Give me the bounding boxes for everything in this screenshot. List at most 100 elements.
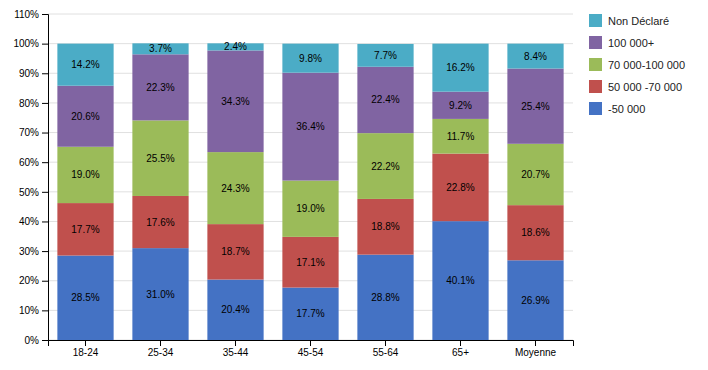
tick: 90% xyxy=(19,68,48,79)
tick-mark xyxy=(42,73,48,74)
bar-segment xyxy=(57,44,113,86)
data-label: 20.7% xyxy=(521,169,549,180)
tick-label: 90% xyxy=(19,68,39,79)
tick-mark xyxy=(310,340,311,346)
bar-segment xyxy=(282,44,338,73)
bar-segment xyxy=(207,224,263,279)
data-label: 8.4% xyxy=(524,51,547,62)
tick-label: 65+ xyxy=(452,347,469,358)
data-label: 25.4% xyxy=(521,101,549,112)
tick-mark xyxy=(42,251,48,252)
tick-label: 110% xyxy=(14,9,39,20)
bar-segment xyxy=(57,86,113,147)
tick-mark xyxy=(42,192,48,193)
bar-segment xyxy=(432,119,488,154)
legend-swatch xyxy=(589,14,602,27)
data-label: 17.7% xyxy=(71,224,99,235)
legend-item: 70 000-100 000 xyxy=(589,58,685,71)
legend: Non Déclaré100 000+70 000-100 00050 000 … xyxy=(589,14,685,115)
bar-segment xyxy=(507,69,563,144)
tick-label: 0% xyxy=(25,335,40,346)
axis-line xyxy=(42,15,49,341)
data-label: 11.7% xyxy=(447,131,475,142)
tick: 30% xyxy=(19,246,48,257)
data-label: 34.3% xyxy=(221,96,249,107)
tick: 80% xyxy=(19,98,48,109)
tick-label: 10% xyxy=(19,305,39,316)
tick-label: 60% xyxy=(19,157,39,168)
bar-segment xyxy=(207,280,263,340)
tick-mark xyxy=(42,162,48,163)
tick: 45-54 xyxy=(298,340,324,358)
tick-mark xyxy=(42,340,48,341)
bar-segment xyxy=(282,237,338,288)
tick: 0% xyxy=(25,335,48,346)
bar-segment xyxy=(57,147,113,203)
tick: Moyenne xyxy=(515,340,557,358)
tick-mark xyxy=(160,340,161,346)
data-label: 25.5% xyxy=(146,153,174,164)
tick: 70% xyxy=(19,127,48,138)
tick: 35-44 xyxy=(223,340,249,358)
legend-swatch xyxy=(589,80,602,93)
tick-label: 25-34 xyxy=(148,347,174,358)
bar-segment xyxy=(357,255,413,340)
legend-item: Non Déclaré xyxy=(589,14,669,27)
bar-segment xyxy=(132,43,188,54)
tick-mark xyxy=(42,221,48,222)
tick: 50% xyxy=(19,187,48,198)
bar-segment xyxy=(432,154,488,222)
bar-segment xyxy=(507,205,563,260)
series-group xyxy=(57,43,563,91)
tick-label: 18-24 xyxy=(73,347,99,358)
bar-segment xyxy=(432,44,488,92)
legend-swatch xyxy=(589,102,602,115)
data-label: 19.0% xyxy=(296,203,324,214)
tick-label: 70% xyxy=(19,127,39,138)
data-label: 28.5% xyxy=(71,292,99,303)
tick: 18-24 xyxy=(73,340,99,358)
tick: 55-64 xyxy=(373,340,399,358)
data-label: 26.9% xyxy=(521,295,549,306)
data-labels: 28.5%31.0%20.4%17.7%28.8%40.1%26.9%17.7%… xyxy=(71,41,549,319)
bar-segment xyxy=(282,288,338,340)
data-label: 28.8% xyxy=(371,292,399,303)
tick-label: 30% xyxy=(19,246,39,257)
bar-segment xyxy=(507,144,563,205)
data-label: 18.8% xyxy=(371,221,399,232)
data-label: 22.3% xyxy=(146,82,174,93)
legend-label: 50 000 -70 000 xyxy=(608,81,682,93)
bar-segment xyxy=(132,196,188,248)
tick: 10% xyxy=(19,305,48,316)
tick: 60% xyxy=(19,157,48,168)
bar-segment xyxy=(132,120,188,196)
data-label: 14.2% xyxy=(71,59,99,70)
data-label: 16.2% xyxy=(446,62,474,73)
grid xyxy=(48,14,573,340)
tick-mark xyxy=(85,340,86,346)
tick-label: 20% xyxy=(19,275,39,286)
legend-swatch xyxy=(589,58,602,71)
tick-label: 55-64 xyxy=(373,347,399,358)
data-label: 31.0% xyxy=(146,289,174,300)
bar-segment xyxy=(507,260,563,340)
data-label: 18.7% xyxy=(221,246,249,257)
bar-segment xyxy=(357,44,413,67)
tick-mark xyxy=(460,340,461,346)
tick: 100% xyxy=(13,38,48,49)
axis-line xyxy=(49,341,574,347)
bar-segment xyxy=(57,203,113,255)
tick-mark xyxy=(42,14,48,15)
tick-mark xyxy=(535,340,536,346)
bar-segment xyxy=(357,67,413,133)
tick: 20% xyxy=(19,275,48,286)
tick-label: 45-54 xyxy=(298,347,324,358)
legend-item: 50 000 -70 000 xyxy=(589,80,682,93)
bar-segment xyxy=(282,181,338,237)
chart-container: 28.5%31.0%20.4%17.7%28.8%40.1%26.9%17.7%… xyxy=(0,0,708,370)
tick-label: 35-44 xyxy=(223,347,249,358)
tick-label: 100% xyxy=(13,38,39,49)
legend-item: -50 000 xyxy=(589,102,645,115)
data-label: 20.4% xyxy=(221,304,249,315)
data-label: 9.8% xyxy=(299,53,322,64)
